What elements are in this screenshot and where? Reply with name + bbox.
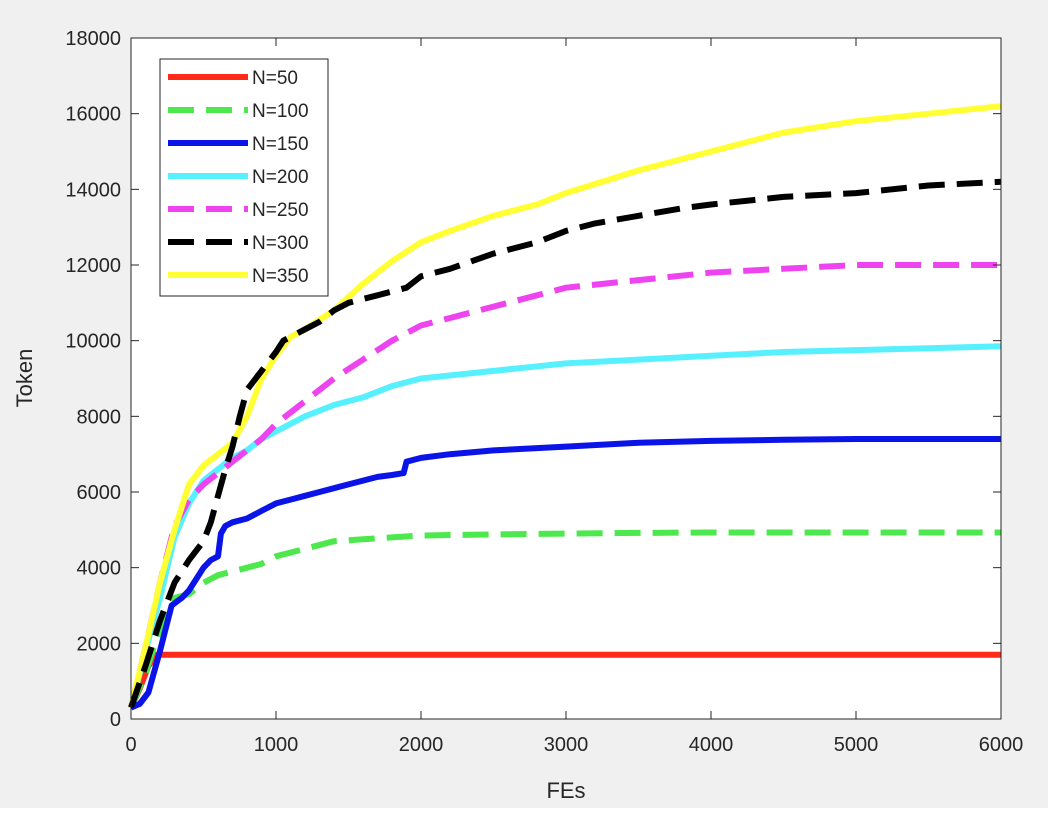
bottom-strip bbox=[0, 808, 1048, 820]
y-tick-label: 14000 bbox=[65, 179, 121, 201]
x-tick-label: 1000 bbox=[254, 734, 299, 756]
legend-label: N=250 bbox=[252, 200, 309, 221]
y-tick-label: 16000 bbox=[65, 104, 121, 126]
y-tick-label: 4000 bbox=[77, 558, 122, 580]
series-line-n-250 bbox=[128, 262, 1001, 709]
legend-label: N=300 bbox=[252, 233, 309, 254]
series-lines bbox=[128, 103, 1002, 711]
y-tick-label: 8000 bbox=[77, 406, 122, 428]
x-tick-label: 4000 bbox=[689, 734, 734, 756]
x-tick-label: 2000 bbox=[399, 734, 444, 756]
y-tick-label: 0 bbox=[110, 709, 121, 731]
y-tick-label: 12000 bbox=[65, 255, 121, 277]
y-tick-label: 6000 bbox=[77, 482, 122, 504]
axes-box bbox=[130, 37, 1002, 720]
x-tick-label: 6000 bbox=[979, 734, 1024, 756]
y-tick-label: 2000 bbox=[77, 633, 122, 655]
legend-label: N=350 bbox=[252, 266, 309, 287]
series-line-n-150 bbox=[129, 436, 1001, 711]
x-tick-label: 5000 bbox=[834, 734, 879, 756]
axis-ticks: 0 1000 2000 3000 4000 5000 6000 0 2000 4000 6000 80… bbox=[65, 28, 1023, 756]
legend-label: N=50 bbox=[252, 68, 298, 89]
y-tick-label: 10000 bbox=[65, 331, 121, 353]
x-tick-label: 3000 bbox=[544, 734, 589, 756]
legend-label: N=100 bbox=[252, 101, 309, 122]
legend-label: N=150 bbox=[252, 134, 309, 155]
y-axis-label: Token bbox=[12, 349, 37, 408]
legend: N=50 N=100 N=150 N=200 N=250 N=300 N=350 bbox=[159, 58, 329, 297]
x-tick-label: 0 bbox=[125, 734, 136, 756]
series-line-n-300 bbox=[128, 178, 1002, 709]
legend-label: N=200 bbox=[252, 167, 309, 188]
x-axis-label: FEs bbox=[546, 778, 585, 803]
y-tick-label: 18000 bbox=[65, 28, 121, 50]
